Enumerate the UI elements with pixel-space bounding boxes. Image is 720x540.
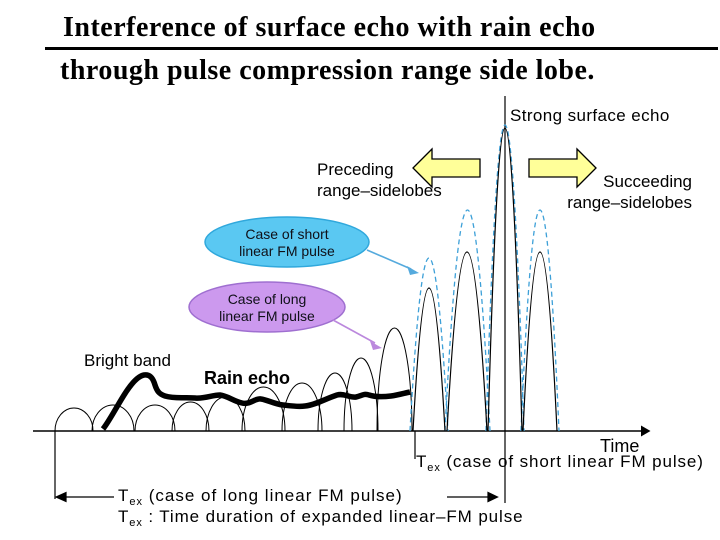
preceding-sidelobes-label: Preceding range–sidelobes bbox=[317, 159, 442, 201]
short-pulse-line2: linear FM pulse bbox=[239, 243, 335, 259]
tex-def-text: : Time duration of expanded linear–FM pu… bbox=[142, 507, 524, 526]
preceding-line1: Preceding bbox=[317, 160, 394, 179]
long-pulse-line1: Case of long bbox=[227, 291, 307, 307]
strong-surface-echo-label: Strong surface echo bbox=[510, 106, 670, 125]
tex-short-symbol: T bbox=[416, 452, 428, 471]
page-title-line2: through pulse compression range side lob… bbox=[60, 55, 595, 86]
sidelobe-dashed-left-2 bbox=[409, 257, 449, 432]
long-pulse-callout-arrow bbox=[332, 319, 376, 344]
short-pulse-callout-arrow bbox=[366, 249, 412, 270]
short-pulse-bubble-label: Case of short linear FM pulse bbox=[207, 226, 367, 260]
long-pulse-callout-arrowhead bbox=[370, 341, 382, 350]
page-title-line1: Interference of surface echo with rain e… bbox=[45, 10, 718, 50]
sidelobe-solid-left-1 bbox=[446, 251, 488, 432]
preceding-block-arrow-icon bbox=[412, 147, 481, 189]
mainlobe-dashed bbox=[485, 124, 525, 432]
tex-short-annotation: Tex (case of short linear FM pulse) bbox=[416, 451, 704, 479]
long-pulse-bubble-label: Case of long linear FM pulse bbox=[187, 291, 347, 325]
tex-short-subscript: ex bbox=[427, 462, 441, 474]
tex-short-text: (case of short linear FM pulse) bbox=[440, 452, 704, 471]
long-pulse-line2: linear FM pulse bbox=[219, 308, 315, 324]
bright-band-label: Bright band bbox=[84, 351, 171, 370]
tex-long-text: (case of long linear FM pulse) bbox=[143, 486, 403, 505]
tex-long-symbol: T bbox=[118, 486, 130, 505]
short-pulse-line1: Case of short bbox=[245, 226, 329, 242]
succeeding-sidelobes-label: Succeeding range–sidelobes bbox=[554, 171, 692, 213]
sidelobes-solid-long-pulse bbox=[412, 127, 558, 432]
succeeding-line2: range–sidelobes bbox=[567, 193, 692, 212]
long-pulse-bubble bbox=[188, 281, 346, 333]
title-block: Interference of surface echo with rain e… bbox=[45, 10, 718, 89]
rain-echo-label: Rain echo bbox=[204, 368, 291, 388]
tex-long-annotation: Tex (case of long linear FM pulse) bbox=[118, 485, 403, 513]
tex-long-subscript: ex bbox=[129, 496, 144, 508]
mainlobe-solid bbox=[487, 127, 523, 432]
tex-def-symbol: T bbox=[118, 507, 130, 526]
tex-def-subscript: ex bbox=[129, 517, 143, 529]
tex-definition-annotation: Tex : Time duration of expanded linear–F… bbox=[118, 506, 523, 534]
sidelobe-dashed-right-1 bbox=[520, 209, 560, 432]
sidelobe-dashed-left-1 bbox=[444, 209, 491, 432]
sidelobes-dashed-short-pulse bbox=[409, 124, 560, 432]
sidelobe-solid-right-1 bbox=[522, 251, 558, 432]
tex-long-measure-arrow bbox=[54, 491, 499, 503]
time-axis-arrowhead bbox=[641, 425, 651, 437]
sidelobe-solid-left-2 bbox=[412, 287, 446, 432]
succeeding-line1: Succeeding bbox=[603, 172, 692, 191]
rain-echo-profile-line bbox=[100, 372, 411, 431]
time-axis-label: Time bbox=[600, 436, 640, 456]
short-pulse-bubble bbox=[204, 216, 370, 268]
succeeding-block-arrow-icon bbox=[528, 147, 597, 189]
preceding-line2: range–sidelobes bbox=[317, 181, 442, 200]
short-pulse-callout-arrowhead bbox=[407, 266, 419, 275]
